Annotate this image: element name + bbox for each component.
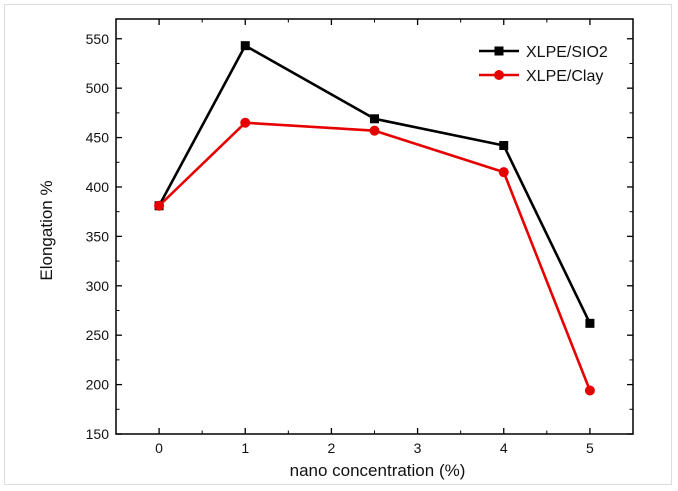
y-tick-label: 400	[86, 179, 110, 195]
y-tick-label: 550	[86, 31, 110, 47]
x-tick-label: 3	[414, 440, 422, 456]
legend-marker-circle	[494, 70, 504, 80]
x-tick-label: 2	[328, 440, 336, 456]
data-point-circle	[154, 200, 165, 211]
data-point-square	[585, 318, 595, 328]
y-tick-label: 150	[86, 426, 110, 442]
legend-label: XLPE/SIO2	[526, 44, 608, 61]
legend: XLPE/SIO2 XLPE/Clay	[479, 44, 608, 85]
legend-label: XLPE/Clay	[526, 68, 603, 85]
x-axis-title: nano concentration (%)	[290, 461, 466, 480]
y-axis-title: Elongation %	[37, 180, 56, 280]
y-tick-label: 300	[86, 278, 110, 294]
data-point-square	[240, 41, 250, 51]
data-point-circle	[584, 385, 595, 396]
data-point-square	[370, 114, 379, 124]
plot-area: 0 1 2 3 4 5 150 200 250 300 350 400 450 500 550	[86, 18, 634, 456]
data-point-circle	[498, 167, 509, 178]
y-tick-label: 450	[86, 130, 110, 146]
x-tick-label: 1	[241, 440, 249, 456]
data-point-circle	[240, 117, 251, 128]
data-point-square	[499, 140, 509, 150]
x-tick-label: 4	[500, 440, 508, 456]
data-point-circle	[369, 125, 380, 136]
series-line	[157, 44, 592, 324]
y-tick-label: 200	[86, 377, 110, 393]
y-tick-label: 500	[86, 80, 110, 96]
legend-marker-square	[494, 46, 504, 56]
x-tick-label: 5	[586, 440, 594, 456]
series-line	[158, 121, 592, 392]
y-tick-label: 350	[86, 228, 110, 244]
x-tick-label: 0	[155, 440, 163, 456]
y-tick-label: 250	[86, 327, 110, 343]
